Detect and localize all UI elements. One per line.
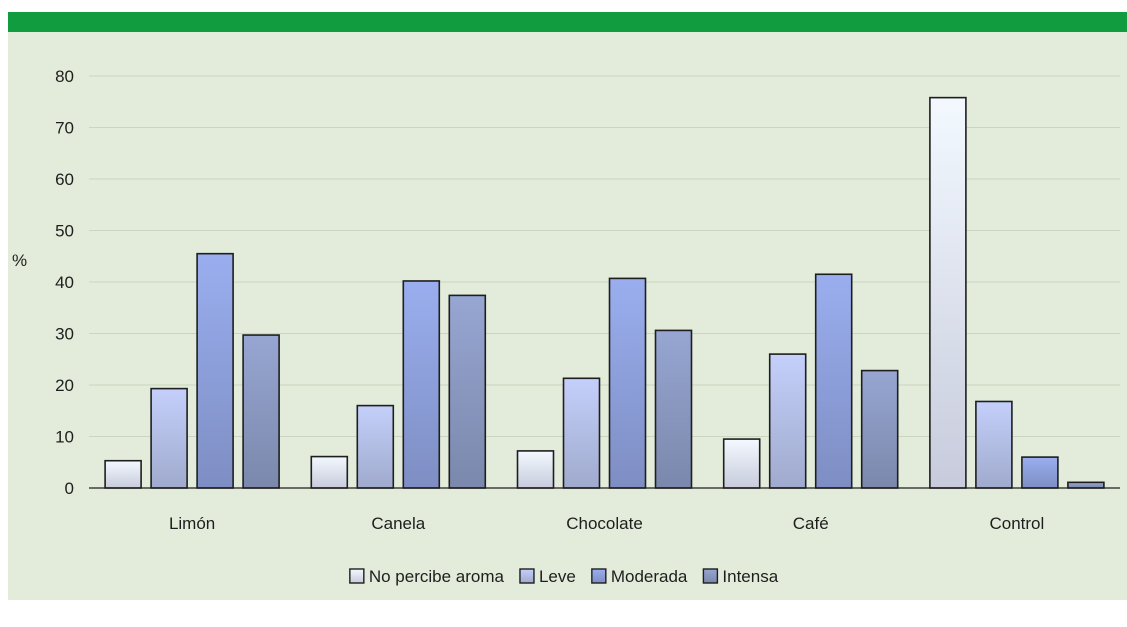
bar [242,334,280,489]
bar [516,450,555,489]
header-bar [8,12,1127,32]
legend-label: Moderada [611,567,688,586]
bar [562,377,601,489]
y-tick-label: 80 [55,67,74,86]
y-axis-ticks: 0 10 20 30 40 50 60 70 80 [55,67,74,498]
bar [654,329,693,489]
x-category-label: Limón [169,514,215,533]
bar [860,369,899,489]
legend-swatch [519,568,535,584]
bar [356,404,395,489]
legend-swatch [349,568,365,584]
x-category-label: Chocolate [566,514,643,533]
x-category-label: Control [989,514,1044,533]
y-tick-label: 30 [55,325,74,344]
y-tick-label: 40 [55,273,74,292]
bar [722,438,761,489]
y-tick-label: 0 [65,479,74,498]
bars [104,96,1105,489]
bar [448,294,487,489]
bar [402,280,441,489]
bar [196,252,234,489]
bar [310,455,349,489]
bar [104,459,142,489]
bar [1021,456,1059,489]
bar [929,96,967,489]
y-tick-label: 60 [55,170,74,189]
bar [975,400,1013,489]
bar [150,387,188,489]
y-tick-label: 70 [55,119,74,138]
bar [1067,481,1105,489]
x-axis-categories: Limón Canela Chocolate Café Control [169,514,1044,533]
y-axis-label: % [12,251,27,270]
bar [608,277,647,489]
y-tick-label: 10 [55,428,74,447]
legend-label: Leve [539,567,576,586]
x-category-label: Canela [371,514,425,533]
legend-label: No percibe aroma [369,567,505,586]
legend-swatch [591,568,607,584]
legend: No percibe aroma Leve Moderada Intensa [349,567,779,586]
y-tick-label: 20 [55,376,74,395]
legend-label: Intensa [722,567,778,586]
bar [814,273,853,489]
legend-swatch [702,568,719,584]
bar [768,353,807,489]
x-category-label: Café [793,514,829,533]
y-tick-label: 50 [55,222,74,241]
